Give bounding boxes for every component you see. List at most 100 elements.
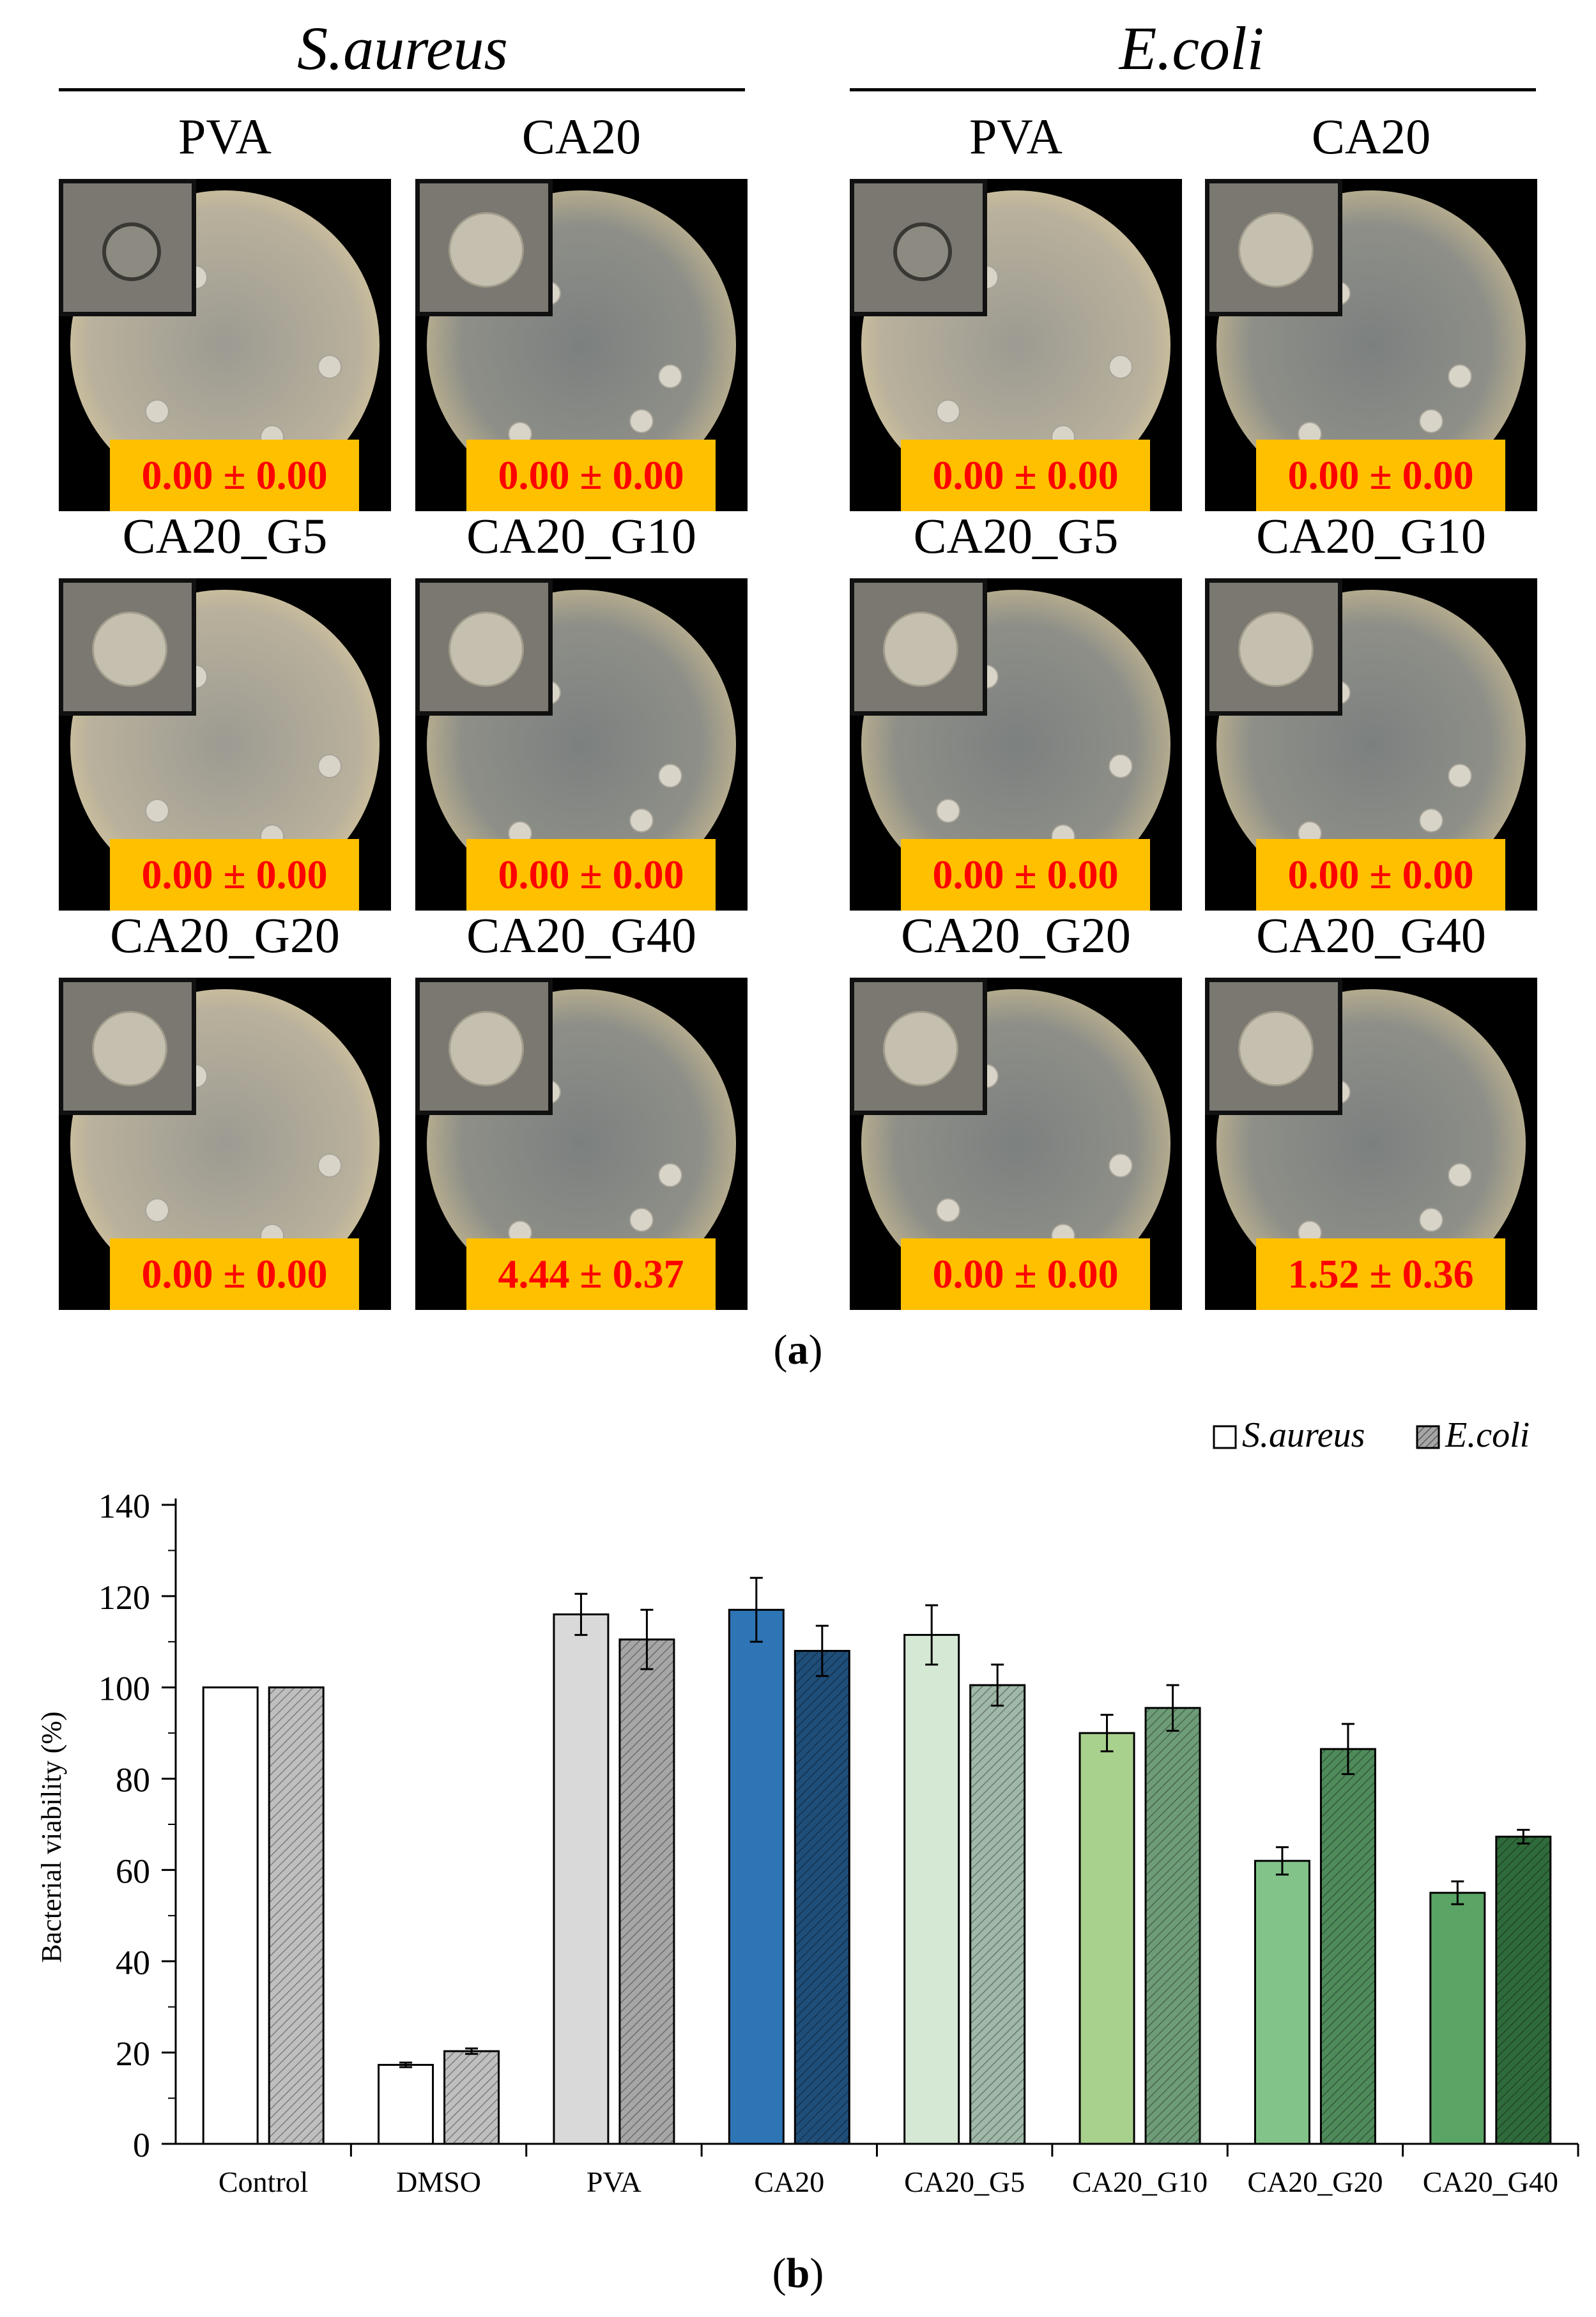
bar-s-aureus-ca20	[728, 1608, 785, 2145]
species-divider	[59, 88, 745, 91]
inhibition-zone-value: 0.00 ± 0.00	[1256, 839, 1505, 911]
zoom-inset	[59, 978, 196, 1115]
sample-disc	[936, 399, 960, 424]
plate-label: CA20_G10	[466, 508, 696, 564]
sample-disc	[936, 1198, 960, 1222]
agar-plate-photo: 0.00 ± 0.00	[850, 578, 1182, 911]
sample-disc	[145, 1198, 169, 1222]
plate-label: CA20_G10	[1256, 508, 1486, 564]
viability-bar-chart: 0 20 40 60 80 100 120 140 Bacterial viability (%…	[36, 1415, 1579, 2198]
sample-disc	[658, 764, 682, 788]
bar-e-coli-ca20-g5	[969, 1684, 1026, 2145]
sample-disc	[1419, 409, 1443, 433]
inhibition-zone-value: 0.00 ± 0.00	[110, 839, 359, 911]
zoom-inset	[415, 578, 553, 716]
sample-disc	[145, 399, 169, 424]
agar-plate-photo: 1.52 ± 0.36	[1205, 978, 1537, 1310]
zoomed-sample	[91, 611, 167, 687]
bar-s-aureus-control	[202, 1686, 259, 2145]
plate-label: CA20_G20	[110, 907, 340, 963]
inhibition-zone-value: 0.00 ± 0.00	[466, 839, 716, 911]
species-title-e-coli: E.coli	[1119, 14, 1264, 82]
bar-e-coli-ca20-g40	[1495, 1835, 1552, 2145]
bar-s-aureus-ca20-g10	[1078, 1732, 1135, 2145]
zoomed-sample	[1238, 212, 1314, 288]
zoom-inset	[415, 978, 553, 1115]
plate-label: CA20	[521, 109, 641, 164]
x-tick-label: CA20	[754, 2166, 824, 2198]
zoom-inset	[850, 978, 987, 1115]
bar-e-coli-control	[268, 1686, 325, 2145]
sample-disc	[318, 754, 342, 778]
sample-disc	[1448, 764, 1472, 788]
panel-a-caption: (a)	[773, 1327, 823, 1373]
y-tick-label: 40	[116, 1943, 150, 1982]
zoomed-sample	[1238, 611, 1314, 687]
x-tick-label: CA20_G40	[1423, 2166, 1558, 2198]
inhibition-zone-value: 0.00 ± 0.00	[901, 1238, 1150, 1310]
zoom-inset	[850, 578, 987, 716]
inhibition-zone-value: 0.00 ± 0.00	[1256, 440, 1505, 511]
agar-plate-photo: 0.00 ± 0.00	[1205, 179, 1537, 511]
species-title-s-aureus: S.aureus	[297, 14, 508, 82]
legend-label-e-coli: E.coli	[1445, 1415, 1530, 1455]
bar-e-coli-ca20-g10	[1144, 1707, 1201, 2145]
sample-disc	[936, 799, 960, 823]
species-divider	[850, 88, 1536, 91]
plate-label: CA20_G40	[466, 907, 696, 963]
sample-disc	[1448, 1163, 1472, 1187]
y-axis-label: Bacterial viability (%)	[36, 1711, 67, 1962]
agar-plate-photo: 0.00 ± 0.00	[850, 179, 1182, 511]
plate-label: PVA	[178, 109, 272, 164]
y-tick-label: 140	[98, 1487, 150, 1525]
sample-disc	[1109, 1153, 1133, 1178]
agar-plate-photo: 4.44 ± 0.37	[415, 978, 748, 1310]
bar-e-coli-ca20-g20	[1319, 1748, 1376, 2145]
inhibition-zone-value: 0.00 ± 0.00	[901, 839, 1150, 911]
zoom-inset	[850, 179, 987, 316]
y-tick-label: 20	[116, 2035, 150, 2073]
bar-s-aureus-ca20-g40	[1429, 1891, 1486, 2145]
zoom-inset	[59, 578, 196, 716]
panel-b-caption: (b)	[772, 2250, 824, 2297]
agar-plate-photo: 0.00 ± 0.00	[415, 179, 748, 511]
plate-label: CA20_G5	[122, 508, 328, 564]
zoomed-sample	[102, 222, 161, 281]
bar-e-coli-ca20	[794, 1650, 850, 2145]
zoomed-sample	[448, 1010, 524, 1086]
sample-disc	[629, 409, 654, 433]
sample-disc	[1419, 1208, 1443, 1232]
sample-disc	[1419, 808, 1443, 833]
x-tick-label: PVA	[587, 2166, 641, 2198]
sample-disc	[1109, 754, 1133, 778]
zoomed-sample	[882, 1010, 958, 1086]
zoomed-sample	[1238, 1010, 1314, 1086]
inhibition-zone-value: 0.00 ± 0.00	[110, 440, 359, 511]
plate-label: CA20	[1311, 109, 1431, 164]
zoomed-sample	[448, 212, 524, 288]
bar-s-aureus-ca20-g20	[1254, 1859, 1310, 2145]
zoom-inset	[1205, 578, 1342, 716]
plate-label: PVA	[969, 109, 1063, 164]
x-tick-label: CA20_G10	[1072, 2166, 1208, 2198]
sample-disc	[629, 1208, 654, 1232]
agar-plate-photo: 0.00 ± 0.00	[59, 179, 391, 511]
x-tick-label: Control	[219, 2166, 309, 2198]
sample-disc	[318, 355, 342, 379]
agar-plate-photo: 0.00 ± 0.00	[59, 978, 391, 1310]
zoomed-sample	[882, 611, 958, 687]
agar-plate-photo: 0.00 ± 0.00	[850, 978, 1182, 1310]
inhibition-zone-value: 1.52 ± 0.36	[1256, 1238, 1505, 1310]
x-tick-label: CA20_G5	[904, 2166, 1025, 2198]
inhibition-zone-value: 4.44 ± 0.37	[466, 1238, 716, 1310]
sample-disc	[658, 364, 682, 389]
inhibition-zone-value: 0.00 ± 0.00	[110, 1238, 359, 1310]
sample-disc	[1109, 355, 1133, 379]
bar-s-aureus-pva	[553, 1613, 610, 2145]
zoom-inset	[1205, 978, 1342, 1115]
x-tick-label: DMSO	[396, 2166, 481, 2198]
plate-label: CA20_G5	[913, 508, 1119, 564]
zoomed-sample	[893, 222, 952, 281]
y-tick-label: 0	[133, 2126, 150, 2164]
bar-e-coli-dmso	[443, 2050, 500, 2145]
